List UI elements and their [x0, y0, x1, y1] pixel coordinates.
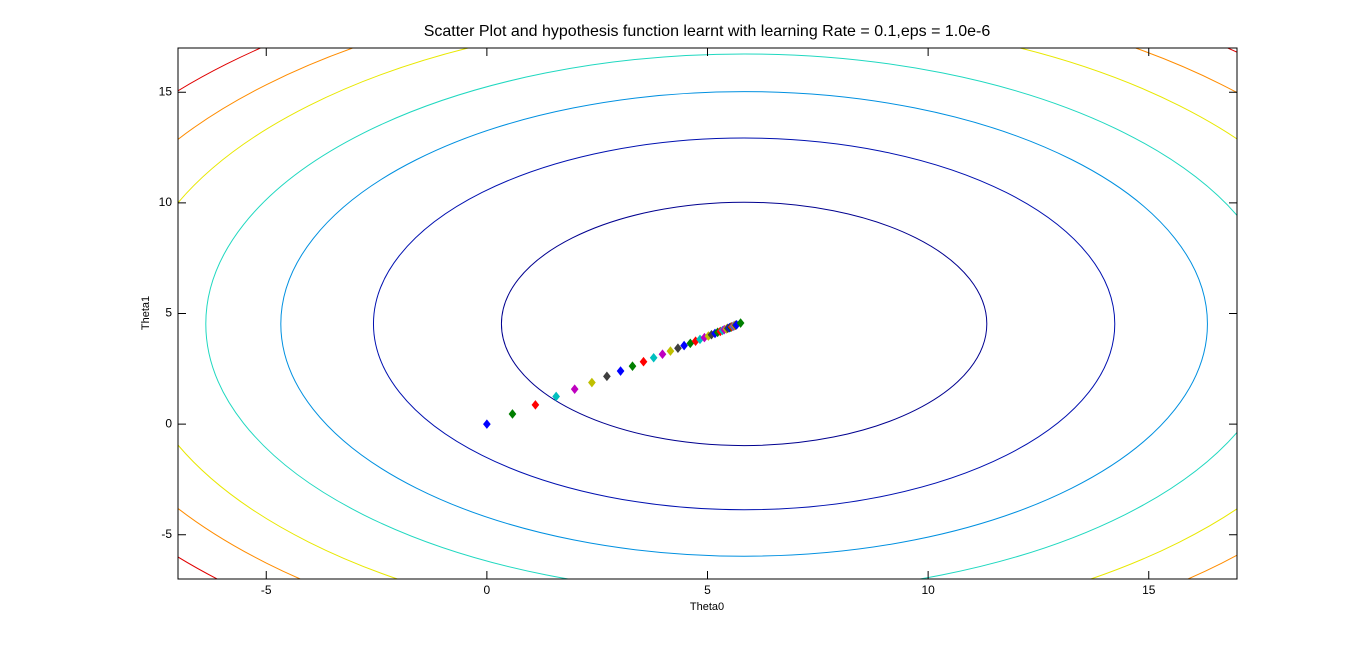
- y-tick-label: 5: [165, 306, 172, 320]
- contour: [372, 137, 1116, 511]
- y-tick-label: 0: [165, 416, 172, 430]
- point: [666, 346, 675, 356]
- y-tick-label: 10: [159, 195, 173, 209]
- point: [603, 371, 611, 382]
- contour: [500, 201, 988, 447]
- point: [588, 377, 596, 388]
- x-tick-label: -5: [261, 583, 272, 597]
- point: [570, 384, 579, 394]
- contour: [205, 53, 1237, 579]
- point: [736, 318, 745, 328]
- points: [483, 318, 745, 429]
- x-tick-label: 15: [1142, 583, 1156, 597]
- y-axis-label: Theta1: [140, 296, 152, 330]
- x-tick-label: 10: [921, 583, 935, 597]
- point: [552, 391, 560, 402]
- y-tick-label: -5: [161, 527, 172, 541]
- x-tick-label: 0: [484, 583, 491, 597]
- contour: [280, 91, 1208, 557]
- y-tick-label: 15: [159, 84, 173, 98]
- point: [483, 419, 491, 429]
- point: [508, 409, 517, 419]
- point: [616, 366, 625, 376]
- point: [531, 400, 540, 410]
- plot-area: [178, 48, 1237, 579]
- point: [674, 343, 682, 354]
- point: [686, 338, 695, 349]
- point: [649, 352, 658, 363]
- point: [658, 349, 667, 360]
- point: [628, 361, 637, 371]
- x-axis-label: Theta0: [690, 601, 724, 613]
- chart-title: Scatter Plot and hypothesis function lea…: [424, 23, 991, 40]
- x-tick-label: 5: [704, 583, 711, 597]
- point: [680, 340, 688, 351]
- point: [639, 356, 648, 367]
- contours: [178, 48, 1237, 579]
